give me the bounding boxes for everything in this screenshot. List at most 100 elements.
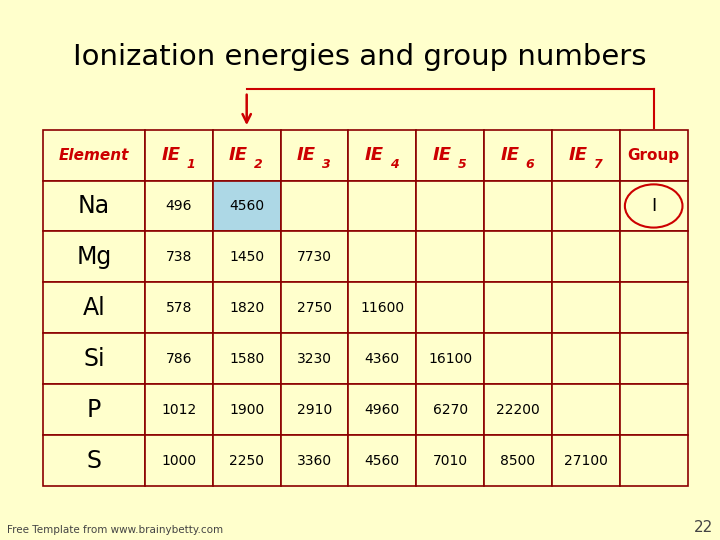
Bar	[552, 384, 620, 435]
Text: 786: 786	[166, 352, 192, 366]
Bar	[145, 282, 213, 333]
Text: 6270: 6270	[433, 403, 468, 417]
Bar	[348, 180, 416, 232]
Text: IE: IE	[229, 146, 248, 164]
Bar	[281, 180, 348, 232]
Bar	[416, 384, 484, 435]
Text: 7010: 7010	[433, 454, 468, 468]
Text: IE: IE	[161, 146, 180, 164]
Bar	[620, 130, 688, 180]
Bar	[145, 384, 213, 435]
Text: Na: Na	[78, 194, 110, 218]
Bar	[552, 333, 620, 384]
Bar	[213, 180, 281, 232]
Text: I: I	[651, 197, 657, 215]
Text: 27100: 27100	[564, 454, 608, 468]
Bar	[281, 435, 348, 486]
Bar	[620, 282, 688, 333]
Text: 5: 5	[457, 158, 467, 171]
Bar	[620, 180, 688, 232]
Bar	[145, 180, 213, 232]
Bar	[281, 232, 348, 282]
Bar	[43, 435, 145, 486]
Bar	[620, 384, 688, 435]
Text: 1820: 1820	[229, 301, 264, 315]
Text: 496: 496	[166, 199, 192, 213]
Bar	[552, 282, 620, 333]
Bar	[416, 282, 484, 333]
Text: 4360: 4360	[365, 352, 400, 366]
Bar	[145, 232, 213, 282]
Bar	[43, 282, 145, 333]
Bar	[416, 232, 484, 282]
Text: IE: IE	[568, 146, 588, 164]
Text: Si: Si	[84, 347, 105, 371]
Text: Group: Group	[628, 147, 680, 163]
Text: 738: 738	[166, 250, 192, 264]
Bar	[348, 130, 416, 180]
Bar	[213, 282, 281, 333]
Bar	[213, 232, 281, 282]
Bar	[620, 435, 688, 486]
Text: 4560: 4560	[365, 454, 400, 468]
Text: 578: 578	[166, 301, 192, 315]
Text: 2: 2	[254, 158, 263, 171]
Bar	[416, 180, 484, 232]
Text: 22200: 22200	[496, 403, 540, 417]
Text: Mg: Mg	[76, 245, 112, 269]
Bar	[416, 130, 484, 180]
Bar	[484, 232, 552, 282]
Text: 1450: 1450	[229, 250, 264, 264]
Text: 6: 6	[526, 158, 534, 171]
Text: Element: Element	[59, 147, 130, 163]
Bar	[43, 232, 145, 282]
Text: 7: 7	[593, 158, 602, 171]
Bar	[416, 435, 484, 486]
Bar	[348, 232, 416, 282]
Text: 3360: 3360	[297, 454, 332, 468]
Bar	[484, 180, 552, 232]
Text: 8500: 8500	[500, 454, 536, 468]
Bar	[213, 384, 281, 435]
Text: 1012: 1012	[161, 403, 197, 417]
Bar	[552, 435, 620, 486]
Text: Free Template from www.brainybetty.com: Free Template from www.brainybetty.com	[7, 524, 223, 535]
Text: 1000: 1000	[161, 454, 197, 468]
Bar	[145, 130, 213, 180]
Text: IE: IE	[500, 146, 519, 164]
Text: 1: 1	[186, 158, 195, 171]
Text: 2910: 2910	[297, 403, 332, 417]
Text: 16100: 16100	[428, 352, 472, 366]
Text: IE: IE	[433, 146, 451, 164]
Text: 1900: 1900	[229, 403, 264, 417]
Text: P: P	[87, 397, 102, 422]
Text: 22: 22	[693, 519, 713, 535]
Bar	[416, 333, 484, 384]
Bar	[552, 232, 620, 282]
Text: 4960: 4960	[365, 403, 400, 417]
Bar	[281, 130, 348, 180]
Bar	[281, 384, 348, 435]
Bar	[281, 282, 348, 333]
Text: Al: Al	[83, 296, 105, 320]
Text: 3230: 3230	[297, 352, 332, 366]
Text: 4560: 4560	[229, 199, 264, 213]
Bar	[552, 180, 620, 232]
Bar	[213, 333, 281, 384]
Text: 3: 3	[322, 158, 330, 171]
Text: S: S	[86, 449, 102, 472]
Bar	[213, 435, 281, 486]
Bar	[348, 435, 416, 486]
Bar	[484, 435, 552, 486]
Bar	[348, 282, 416, 333]
Text: 2250: 2250	[229, 454, 264, 468]
Bar	[484, 130, 552, 180]
Text: 2750: 2750	[297, 301, 332, 315]
Bar	[484, 384, 552, 435]
Text: 7730: 7730	[297, 250, 332, 264]
Bar	[281, 333, 348, 384]
Text: 1580: 1580	[229, 352, 264, 366]
Text: 11600: 11600	[360, 301, 405, 315]
Bar	[348, 384, 416, 435]
Text: 4: 4	[390, 158, 398, 171]
